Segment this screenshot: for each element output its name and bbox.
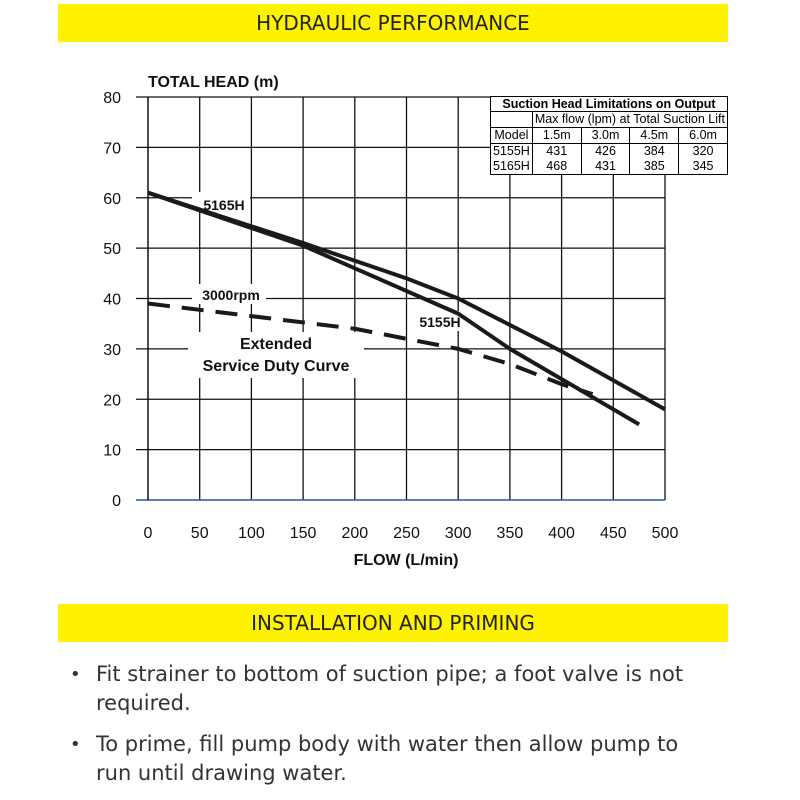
series-label: 5155H: [419, 314, 460, 330]
table-cell: 431: [531, 143, 582, 159]
x-tick-label: 400: [548, 525, 575, 542]
table-header-cell: 4.5m: [629, 127, 680, 144]
label-bg: [192, 284, 266, 304]
y-tick-label: 70: [103, 140, 121, 157]
table-header-cell: 3.0m: [580, 127, 631, 144]
x-tick-label: 500: [652, 525, 679, 542]
x-tick-label: 0: [144, 525, 153, 542]
y-tick-label: 30: [103, 342, 121, 359]
y-axis-label: TOTAL HEAD (m): [148, 74, 279, 91]
series-line-5155h: [147, 190, 641, 427]
table-cell: 431: [580, 159, 631, 175]
label-bg: [410, 311, 468, 331]
table-cell: 5155H: [490, 143, 533, 159]
bullet-icon: •: [70, 734, 81, 755]
table-cell: 320: [678, 143, 728, 159]
y-tick-label: 20: [103, 392, 121, 409]
list-item-text: Fit strainer to bottom of suction pipe; …: [96, 662, 684, 715]
table-header-cell: Model: [490, 127, 533, 144]
x-tick-label: 300: [445, 525, 472, 542]
hydraulic-performance-header: HYDRAULIC PERFORMANCE: [58, 4, 728, 42]
x-tick-label: 50: [191, 525, 209, 542]
table-cell: 385: [629, 159, 680, 175]
y-tick-label: 60: [103, 191, 121, 208]
label-bg: [188, 332, 364, 378]
x-tick-label: 100: [238, 525, 265, 542]
list-item: • To prime, fill pump body with water the…: [70, 730, 710, 788]
series-label: 3000rpm: [202, 287, 260, 303]
x-tick-label: 450: [600, 525, 627, 542]
table-row: 5155H 431 426 384 320: [490, 143, 728, 159]
x-axis-label: FLOW (L/min): [354, 552, 459, 569]
y-tick-label: 80: [103, 90, 121, 107]
y-tick-label: 0: [112, 493, 121, 510]
list-item-text: To prime, fill pump body with water then…: [96, 732, 679, 785]
y-tick-label: 50: [103, 241, 121, 258]
annotation: Service Duty Curve: [203, 358, 350, 375]
table-row: 5165H 468 431 385 345: [490, 159, 728, 175]
y-tick-label: 10: [103, 443, 121, 460]
table-cell: 468: [531, 159, 582, 175]
annotation: Extended: [240, 336, 312, 353]
table-header-cell: 6.0m: [678, 127, 728, 144]
x-tick-label: 200: [341, 525, 368, 542]
x-tick-label: 350: [497, 525, 524, 542]
table-cell: 5165H: [490, 159, 533, 175]
x-tick-label: 150: [290, 525, 317, 542]
series-line-3000rpm: [147, 301, 594, 397]
instruction-list: • Fit strainer to bottom of suction pipe;…: [70, 660, 710, 800]
label-bg: [192, 192, 250, 212]
installation-header: INSTALLATION AND PRIMING: [58, 604, 728, 642]
y-tick-label: 40: [103, 292, 121, 309]
table-title: Suction Head Limitations on Output: [490, 96, 728, 112]
table-header-cell: 1.5m: [531, 127, 582, 144]
x-tick-label: 250: [393, 525, 420, 542]
performance-chart: 0 50 100 150 200 250 300 350 400 450 500 0 10 20 30 40 5…: [103, 74, 679, 569]
table-cell: 426: [580, 143, 631, 159]
list-item: • Fit strainer to bottom of suction pipe;…: [70, 660, 710, 718]
table-cell: 384: [629, 143, 680, 159]
table-cell: 345: [678, 159, 728, 175]
series-label: 5165H: [203, 197, 244, 213]
table-subtitle: Max flow (lpm) at Total Suction Lift: [531, 111, 728, 128]
bullet-icon: •: [70, 664, 81, 685]
suction-limitations-table: Suction Head Limitations on Output Max f…: [490, 96, 728, 175]
